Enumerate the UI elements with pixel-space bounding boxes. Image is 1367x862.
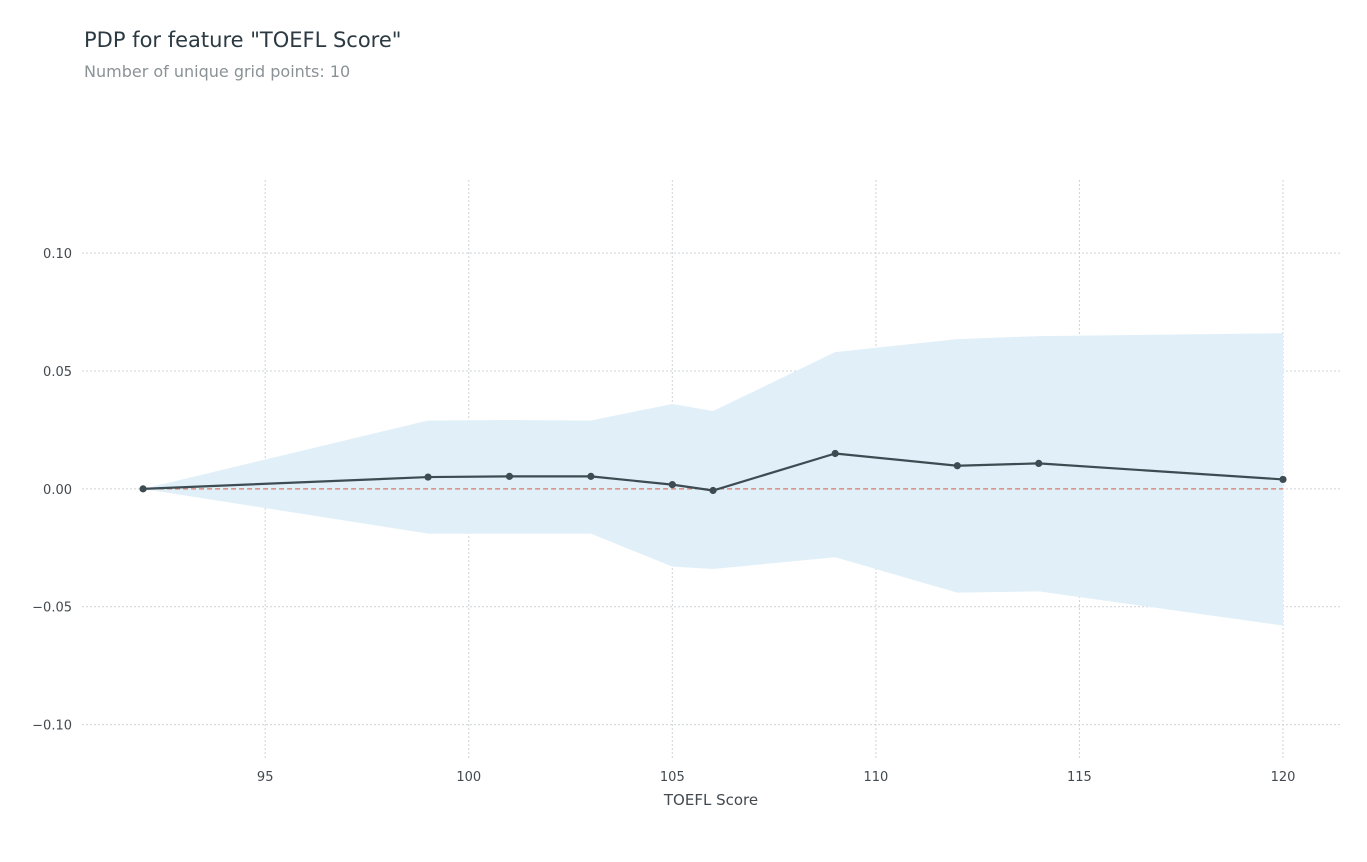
pdp-point bbox=[587, 472, 595, 480]
confidence-band bbox=[143, 333, 1284, 626]
pdp-point bbox=[668, 481, 676, 489]
chart-subtitle: Number of unique grid points: 10 bbox=[84, 62, 351, 81]
x-tick-label: 120 bbox=[1271, 770, 1296, 785]
x-axis-label: TOEFL Score bbox=[663, 791, 758, 809]
x-tick-label: 100 bbox=[456, 770, 481, 785]
x-tick-label: 110 bbox=[863, 770, 888, 785]
pdp-point bbox=[953, 462, 961, 470]
confidence-band-layer bbox=[143, 333, 1284, 626]
pdp-point bbox=[505, 472, 514, 480]
y-tick-label: −0.10 bbox=[32, 719, 72, 734]
y-tick-label: 0.00 bbox=[43, 483, 72, 498]
y-tick-label: 0.05 bbox=[43, 365, 72, 380]
pdp-point bbox=[424, 473, 432, 481]
tick-labels: 95 100 105 110 115 120 0.10 0.05 0.00 −0.05 −0.10 bbox=[32, 247, 1295, 785]
pdp-point bbox=[709, 486, 717, 495]
pdp-points-layer bbox=[139, 449, 1287, 495]
pdp-point bbox=[1279, 475, 1287, 484]
x-tick-label: 95 bbox=[257, 770, 274, 785]
x-tick-label: 105 bbox=[660, 770, 685, 785]
pdp-point bbox=[1035, 459, 1043, 467]
y-tick-label: 0.10 bbox=[43, 247, 72, 262]
pdp-line bbox=[143, 452, 1284, 492]
pdp-point bbox=[831, 449, 839, 458]
pdp-point bbox=[139, 485, 147, 493]
x-tick-label: 115 bbox=[1067, 770, 1092, 785]
y-tick-label: −0.05 bbox=[32, 601, 72, 616]
pdp-line-layer bbox=[143, 452, 1284, 492]
chart-title: PDP for feature "TOEFL Score" bbox=[84, 28, 402, 52]
